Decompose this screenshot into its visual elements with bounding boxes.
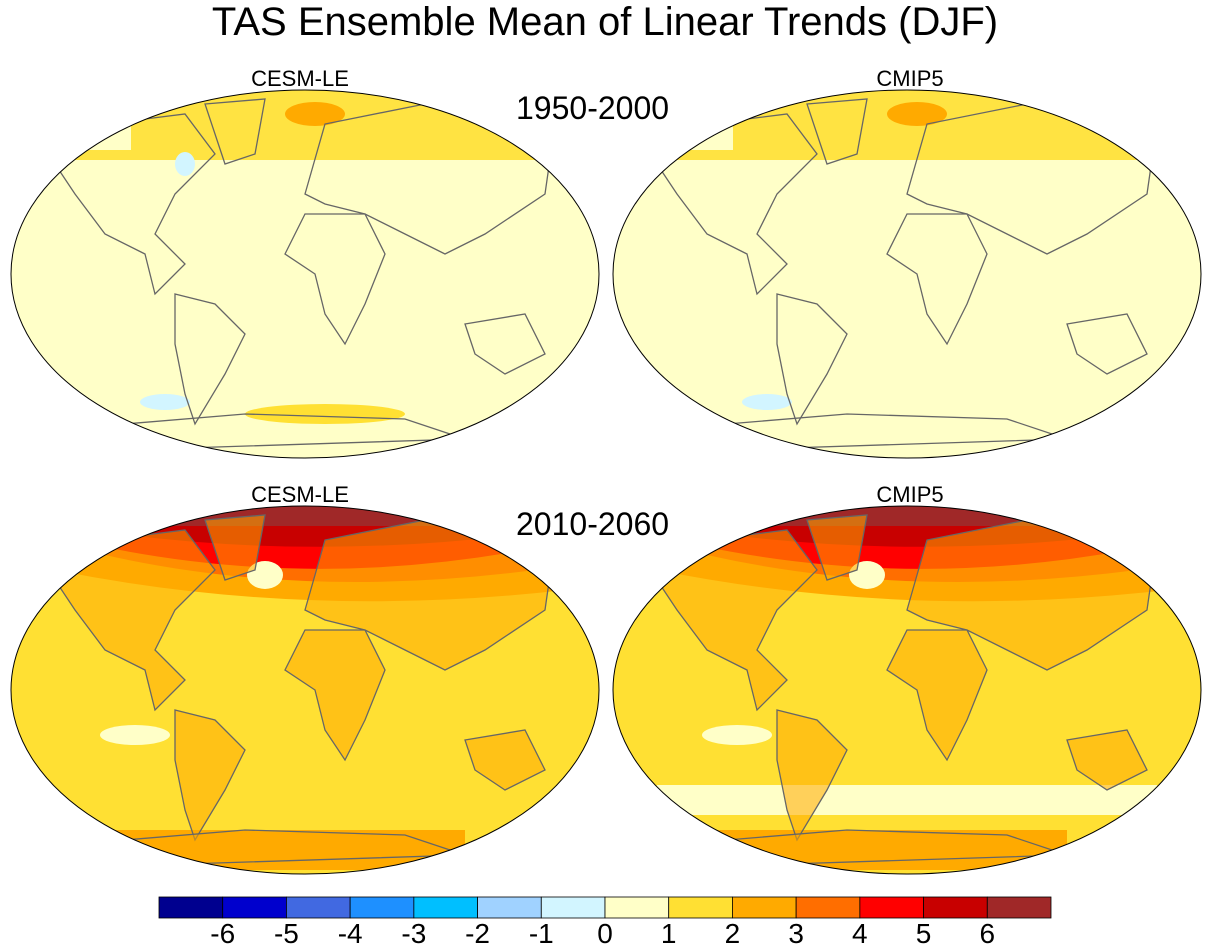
coastline: [54, 529, 216, 712]
coastline: [304, 103, 556, 255]
coastline: [464, 729, 546, 791]
colorbar-box: [986, 896, 1052, 919]
colorbar-box: [158, 896, 224, 919]
coastline: [284, 213, 386, 346]
coastline: [886, 213, 988, 346]
figure-title: TAS Ensemble Mean of Linear Trends (DJF): [211, 0, 999, 44]
colorbar-tick-label: -6: [210, 918, 236, 949]
colorbar-tick-label: 0: [597, 918, 613, 949]
map-border: [10, 505, 600, 875]
colorbar-box: [732, 896, 797, 919]
coastline: [1066, 313, 1148, 375]
coastline: [304, 519, 556, 671]
colorbar-tick-label: 2: [724, 918, 741, 949]
coastline: [284, 629, 386, 762]
colorbar-tick-label: 6: [979, 918, 996, 949]
panel-title-cmip5-1950: CMIP5: [876, 66, 944, 91]
colorbar-tick-label: -3: [401, 918, 427, 949]
coastline: [806, 514, 868, 581]
panel-title-cesm-1950: CESM-LE: [251, 66, 349, 91]
period-label-2010-2060: 2010-2060: [516, 506, 670, 542]
coastline: [886, 629, 988, 762]
colorbar-tick-label: -2: [465, 918, 491, 949]
coastline: [656, 529, 818, 712]
colorbar-tick-label: -5: [273, 918, 299, 949]
coastline: [906, 519, 1158, 671]
colorbar-tick-label: -4: [337, 918, 363, 949]
coastline: [906, 103, 1158, 255]
coastline: [464, 313, 546, 375]
period-label-1950-2000: 1950-2000: [516, 90, 670, 126]
coastline: [174, 293, 246, 426]
coastline: [656, 113, 818, 296]
map-panel-2: [10, 505, 600, 875]
colorbar-box: [413, 896, 478, 919]
colorbar-tick-label: -1: [528, 918, 554, 949]
map-border: [10, 89, 600, 459]
colorbar-tick-label: 1: [660, 918, 677, 949]
coastline: [776, 293, 848, 426]
coastline: [54, 113, 216, 296]
map-panel-3: [612, 505, 1202, 875]
colorbar-tick-label: 5: [915, 918, 932, 949]
map-border: [612, 505, 1202, 875]
coastline: [204, 514, 266, 581]
colorbar-tick-label: 3: [788, 918, 804, 949]
cooling-region: [140, 394, 190, 410]
panel-title-cmip5-2010: CMIP5: [876, 482, 944, 507]
colorbar-box: [286, 896, 351, 919]
coastline: [1066, 729, 1148, 791]
colorbar-box: [923, 896, 988, 919]
colorbar: [158, 896, 1052, 919]
map-panel-0: [10, 89, 600, 459]
cooling-region: [742, 394, 792, 410]
coastline: [204, 98, 266, 165]
colorbar-tick-label: 4: [852, 918, 868, 949]
colorbar-box: [349, 896, 415, 919]
map-panel-1: [612, 89, 1202, 459]
colorbar-box: [222, 896, 287, 919]
coastline: [174, 709, 246, 842]
panel-title-cesm-2010: CESM-LE: [251, 482, 349, 507]
coastline: [776, 709, 848, 842]
colorbar-box: [540, 896, 606, 919]
colorbar-box: [859, 896, 924, 919]
map-border: [612, 89, 1202, 459]
coastline: [806, 98, 868, 165]
colorbar-box: [477, 896, 542, 919]
colorbar-box: [668, 896, 733, 919]
colorbar-box: [604, 896, 670, 919]
colorbar-box: [795, 896, 861, 919]
